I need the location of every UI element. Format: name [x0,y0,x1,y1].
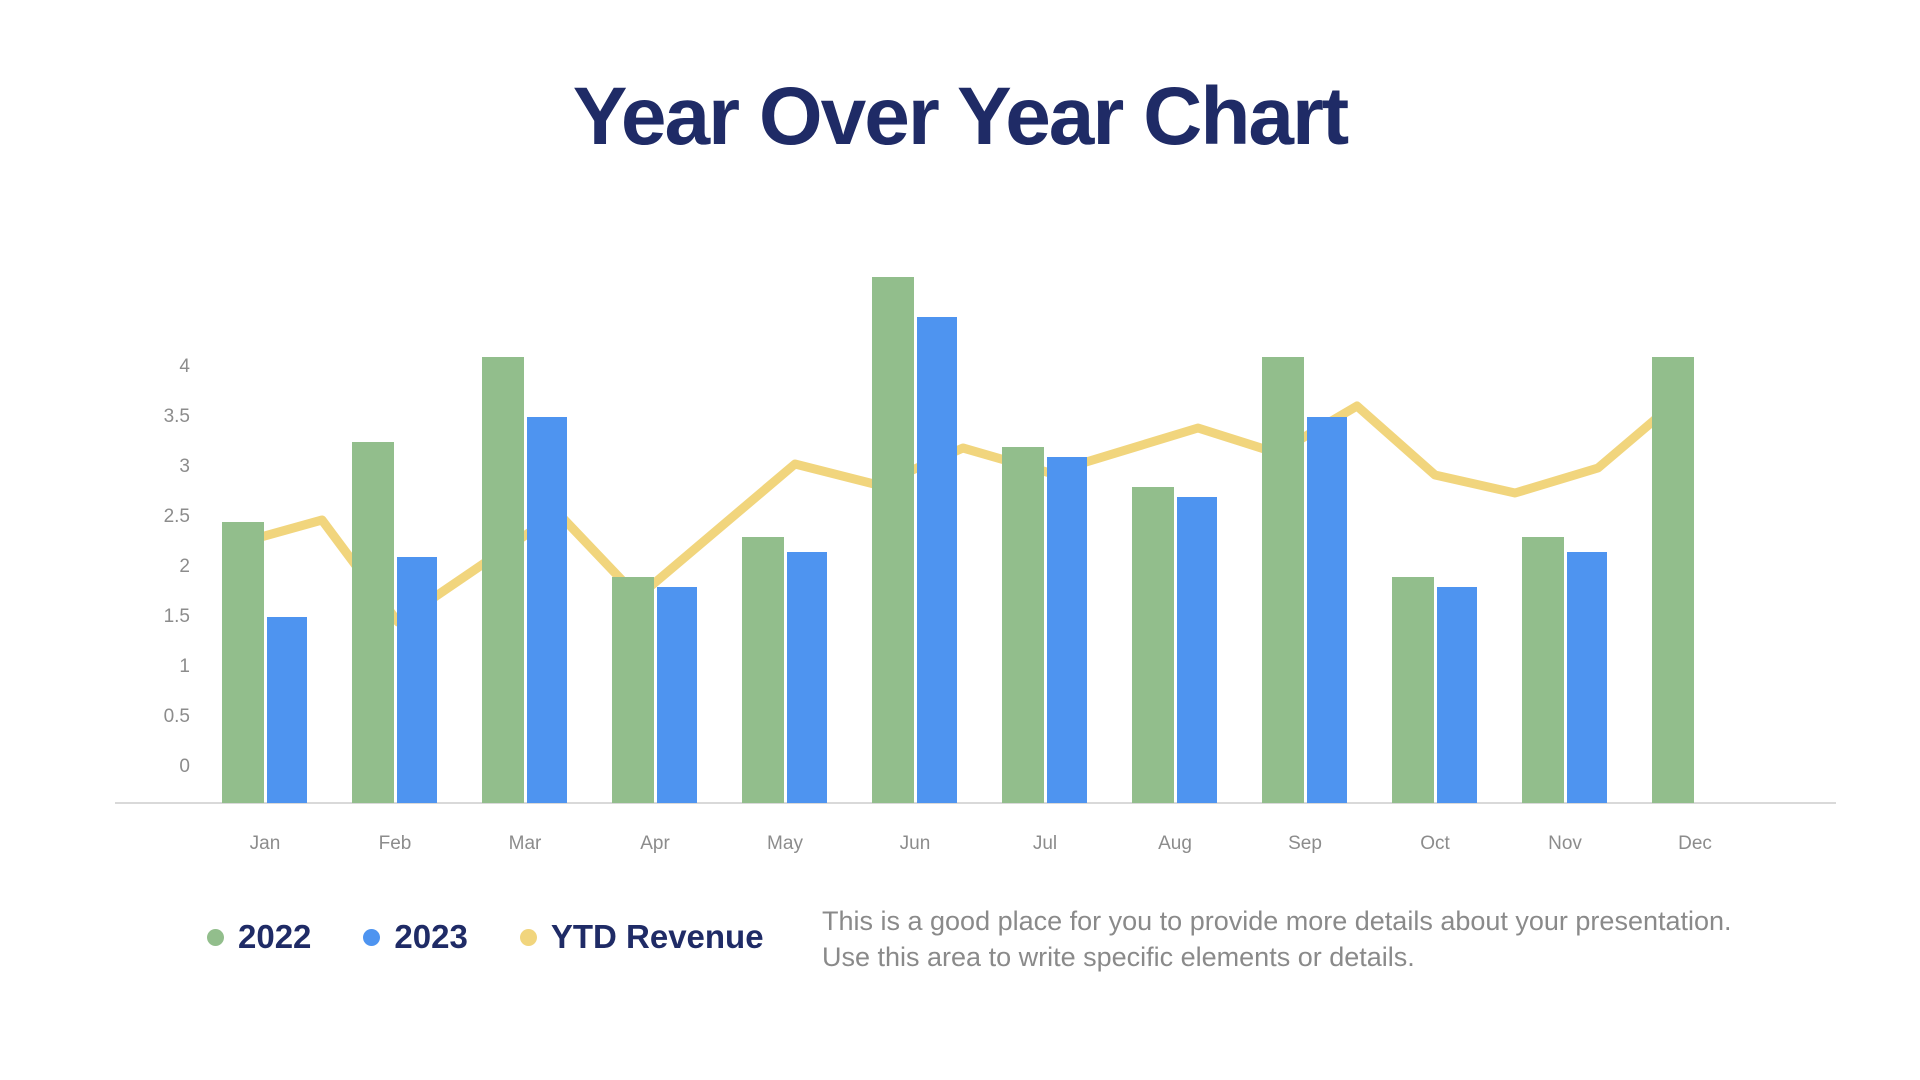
y-axis-tick-label-3.5: 3.5 [163,406,190,427]
legend-dot-icon [207,928,224,946]
x-axis-label-oct: Oct [1420,833,1450,854]
bar-2023-may [787,552,827,803]
x-axis-label-aug: Aug [1158,833,1192,854]
bar-2022-oct [1392,577,1434,803]
legend-label: 2022 [238,918,312,955]
chart-legend: 2022 2023 YTD Revenue [207,916,764,958]
x-axis-label-nov: Nov [1548,833,1582,854]
bar-2022-nov [1522,537,1564,803]
legend-dot-icon [519,928,537,946]
description-line-1: This is a good place for you to provide … [822,906,1732,936]
bar-2022-apr [612,577,654,803]
description-line-2: Use this area to write specific elements… [822,942,1415,972]
bar-2023-jun [917,317,957,803]
legend-item-ytd-revenue: YTD Revenue [519,918,764,956]
bar-2022-jun [872,277,914,803]
x-axis-line [115,802,1836,804]
bar-2023-aug [1177,497,1217,803]
x-axis-label-jun: Jun [899,833,931,854]
chart-title: Year Over Year Chart [572,71,1349,162]
legend-label: 2023 [394,918,468,955]
x-axis-label-sep: Sep [1288,833,1322,854]
y-axis-tick-label-0.5: 0.5 [163,706,190,727]
legend-label: YTD Revenue [550,918,764,955]
y-axis-tick-label-1: 1 [179,656,190,677]
bar-2022-feb [352,442,394,803]
bar-2023-jan [267,617,307,803]
bar-2023-apr [657,587,697,803]
legend-dot-icon [363,928,381,946]
bar-2023-sep [1307,417,1347,803]
y-axis-tick-label-1.5: 1.5 [163,606,190,627]
bar-2022-sep [1262,357,1304,803]
x-axis-label-may: May [767,833,803,854]
bar-2022-dec [1652,357,1694,803]
x-axis-label-dec: Dec [1678,833,1712,854]
y-axis-tick-label-0: 0 [179,756,190,777]
x-axis-label-feb: Feb [378,833,412,854]
bar-2023-mar [527,417,567,803]
x-axis-label-jan: Jan [249,833,281,854]
bar-2022-may [742,537,784,803]
legend-item-2023: 2023 [363,918,468,956]
bar-2023-oct [1437,587,1477,803]
x-axis-label-apr: Apr [640,833,670,854]
legend-item-2022: 2022 [207,918,311,956]
bar-2023-jul [1047,457,1087,803]
bar-2023-feb [397,557,437,803]
bar-2023-nov [1567,552,1607,803]
x-axis-label-jul: Jul [1032,833,1058,854]
y-axis-tick-label-4: 4 [179,356,190,377]
y-axis-tick-label-2.5: 2.5 [163,506,190,527]
bar-2022-jan [222,522,264,803]
bar-2022-aug [1132,487,1174,803]
bar-2022-jul [1002,447,1044,803]
bar-2022-mar [482,357,524,803]
description-text: This is a good place for you to provide … [822,903,1732,975]
y-axis-tick-label-3: 3 [179,456,190,477]
y-axis-tick-label-2: 2 [179,556,190,577]
x-axis-label-mar: Mar [508,833,542,854]
